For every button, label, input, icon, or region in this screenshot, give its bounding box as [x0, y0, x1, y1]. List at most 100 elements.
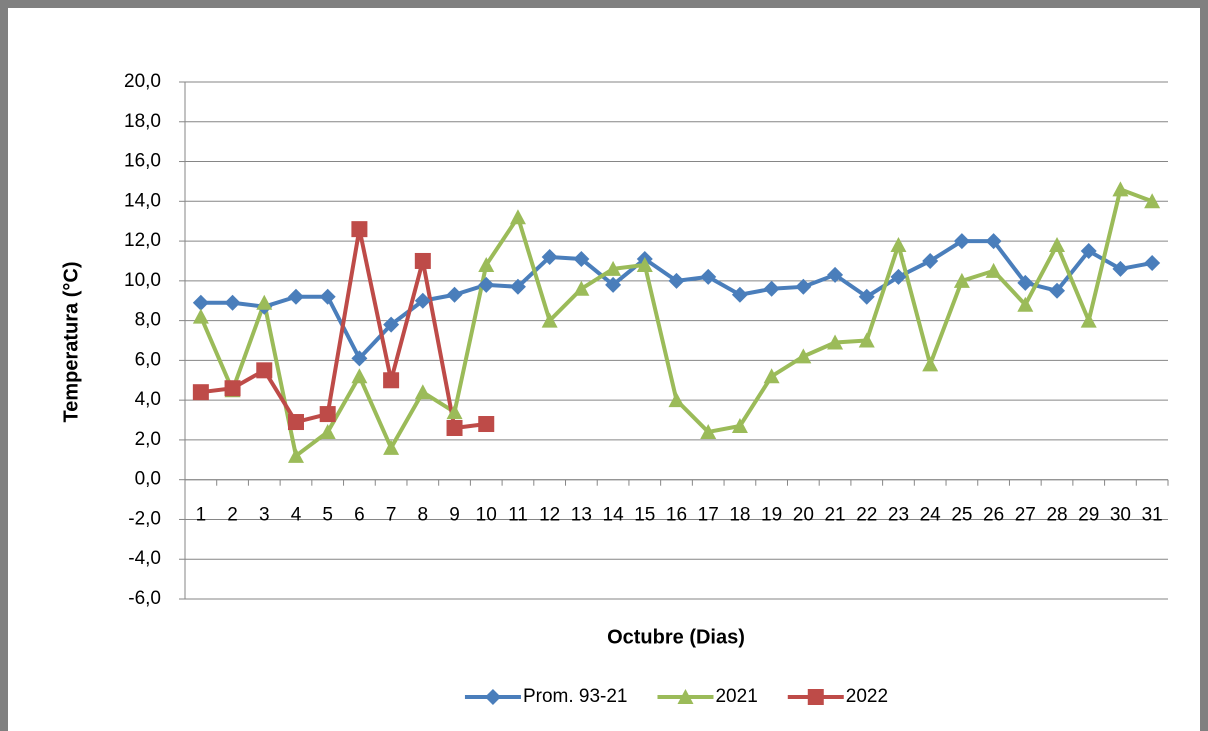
x-tick-label: 9 — [449, 505, 460, 526]
data-point — [922, 252, 939, 269]
data-point — [351, 368, 368, 384]
data-point — [478, 256, 495, 272]
data-point — [351, 221, 368, 238]
data-point — [446, 286, 463, 303]
x-axis-title: Octubre (Dias) — [607, 626, 745, 648]
y-tick-label: -6,0 — [128, 588, 161, 609]
y-tick-label: 12,0 — [124, 230, 161, 251]
chart: Temperatura (°C) Octubre (Dias) -6,0 -4,0… — [60, 71, 1169, 707]
y-tick-label: 0,0 — [135, 469, 161, 490]
data-point — [541, 312, 558, 328]
data-point — [858, 288, 875, 305]
data-point — [414, 252, 431, 269]
x-tick-label: 10 — [476, 505, 497, 526]
x-tick-label: 17 — [698, 505, 719, 526]
data-point — [953, 272, 970, 288]
data-point — [541, 248, 558, 265]
x-tick-label: 11 — [508, 505, 528, 526]
data-point — [446, 404, 463, 420]
data-point — [795, 348, 812, 364]
x-tick-label: 3 — [259, 505, 270, 526]
data-point — [858, 332, 875, 348]
data-point — [414, 384, 431, 400]
data-point — [1017, 274, 1034, 291]
x-tick-label: 21 — [824, 505, 845, 526]
legend-label: 2022 — [846, 686, 888, 707]
x-tick-label: 18 — [729, 505, 750, 526]
y-tick-label: 16,0 — [124, 151, 161, 172]
data-point — [256, 294, 273, 310]
data-point — [1144, 193, 1161, 209]
x-tick-label: 8 — [418, 505, 429, 526]
y-tick-label: 2,0 — [135, 429, 161, 450]
x-tick-label: 22 — [856, 505, 877, 526]
data-point — [636, 256, 653, 272]
data-point — [763, 280, 780, 297]
data-point — [922, 356, 939, 372]
data-point — [731, 286, 748, 303]
data-point — [1080, 312, 1097, 328]
x-tick-label: 30 — [1110, 505, 1131, 526]
x-tick-label: 7 — [386, 505, 397, 526]
data-point — [319, 288, 336, 305]
data-point — [383, 439, 400, 455]
x-tick-label: 28 — [1046, 505, 1067, 526]
y-tick-label: -4,0 — [128, 548, 161, 569]
data-point — [985, 262, 1002, 278]
data-point — [890, 268, 907, 285]
legend-label: Prom. 93-21 — [523, 686, 628, 707]
data-point — [287, 288, 304, 305]
data-point — [478, 276, 495, 293]
data-point — [224, 294, 241, 311]
y-tick-label: 14,0 — [124, 190, 161, 211]
data-point — [509, 209, 526, 225]
data-point — [1049, 237, 1066, 253]
y-tick-label: 10,0 — [124, 270, 161, 291]
legend-marker — [484, 689, 501, 705]
data-point — [668, 272, 685, 289]
data-point — [953, 233, 970, 250]
y-axis-title: Temperatura (°C) — [60, 262, 82, 423]
data-point — [1017, 296, 1034, 312]
data-point — [1144, 254, 1161, 271]
data-point — [573, 250, 590, 267]
data-point — [700, 423, 717, 439]
data-point — [192, 308, 209, 324]
data-point — [1112, 260, 1129, 277]
x-tick-label: 20 — [793, 505, 814, 526]
data-point — [795, 278, 812, 295]
x-tick-label: 2 — [227, 505, 238, 526]
x-tick-label: 4 — [291, 505, 302, 526]
y-tick-label: 4,0 — [135, 389, 161, 410]
data-point — [827, 334, 844, 350]
x-tick-label: 5 — [322, 505, 333, 526]
x-tick-label: 25 — [951, 505, 972, 526]
data-point — [192, 384, 209, 401]
x-tick-label: 1 — [196, 505, 207, 526]
x-tick-label: 26 — [983, 505, 1004, 526]
data-point — [383, 316, 400, 333]
data-point — [1080, 243, 1097, 260]
data-point — [446, 419, 463, 436]
legend-marker — [677, 689, 694, 704]
series-line — [200, 227, 487, 430]
y-tick-label: 8,0 — [135, 310, 161, 331]
x-tick-label: 15 — [634, 505, 655, 526]
y-tick-label: 6,0 — [135, 349, 161, 370]
x-tick-label: 29 — [1078, 505, 1099, 526]
y-tick-label: 18,0 — [124, 111, 161, 132]
data-point — [414, 292, 431, 309]
x-tick-label: 12 — [539, 505, 560, 526]
data-point — [192, 294, 209, 311]
y-tick-label: -2,0 — [128, 508, 161, 529]
data-point — [509, 278, 526, 295]
x-tick-label: 6 — [354, 505, 365, 526]
data-point — [319, 423, 336, 439]
x-tick-label: 13 — [571, 505, 592, 526]
series-line — [200, 239, 1153, 361]
legend-label: 2021 — [715, 686, 757, 707]
data-point — [319, 406, 336, 423]
data-point — [890, 237, 907, 253]
x-tick-label: 23 — [888, 505, 909, 526]
